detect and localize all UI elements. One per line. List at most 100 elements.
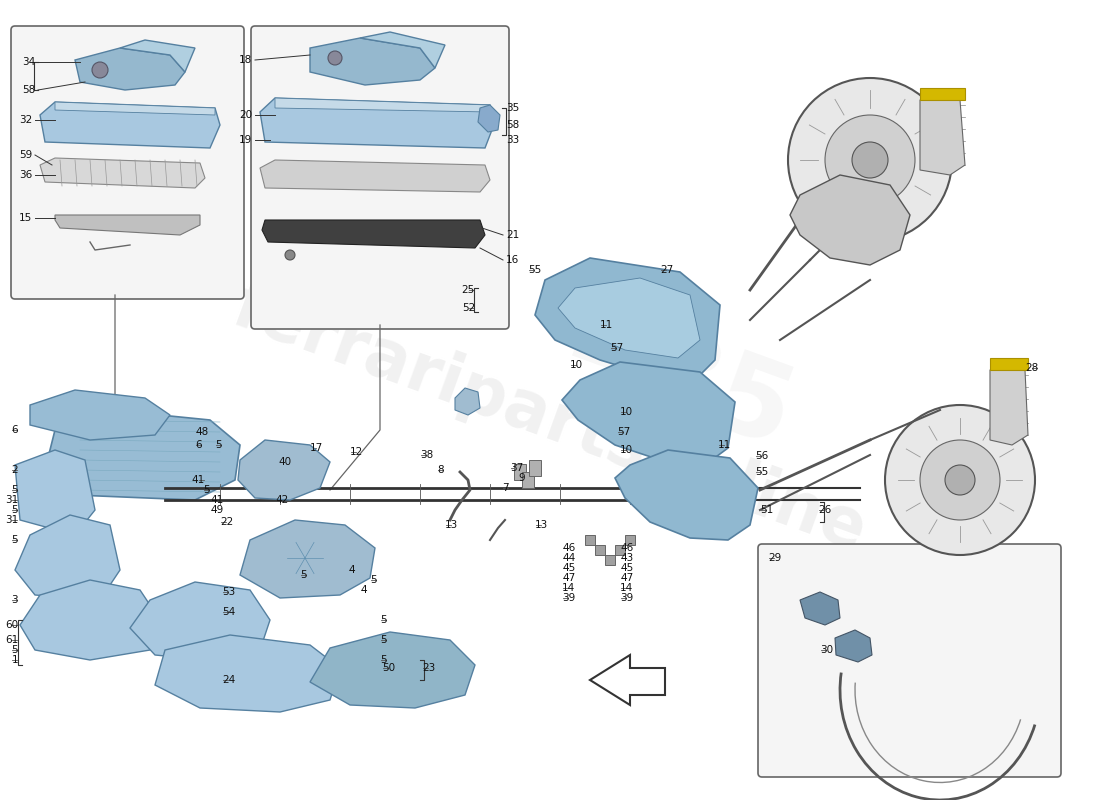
Text: 5: 5 — [204, 485, 210, 495]
Text: 24: 24 — [222, 675, 235, 685]
Polygon shape — [529, 460, 541, 476]
Text: 2: 2 — [11, 465, 18, 475]
Text: 19: 19 — [239, 135, 252, 145]
Text: 47: 47 — [620, 573, 634, 583]
Text: 45: 45 — [620, 563, 634, 573]
Polygon shape — [45, 408, 240, 500]
Text: 5: 5 — [11, 485, 18, 495]
Text: 3: 3 — [11, 595, 18, 605]
Text: 27: 27 — [660, 265, 673, 275]
Text: 10: 10 — [620, 407, 634, 417]
Text: 11: 11 — [718, 440, 732, 450]
Text: 30: 30 — [820, 645, 833, 655]
Text: 58: 58 — [506, 120, 519, 130]
Polygon shape — [522, 472, 534, 488]
Text: 54: 54 — [222, 607, 235, 617]
Text: 57: 57 — [610, 343, 624, 353]
Circle shape — [920, 440, 1000, 520]
Text: 5: 5 — [379, 635, 386, 645]
Text: 5: 5 — [300, 570, 307, 580]
Polygon shape — [605, 555, 615, 565]
Text: 13: 13 — [535, 520, 548, 530]
Text: 18: 18 — [239, 55, 252, 65]
Text: 41: 41 — [210, 495, 223, 505]
Text: 48: 48 — [195, 427, 208, 437]
Text: 58: 58 — [22, 85, 35, 95]
Polygon shape — [595, 545, 605, 555]
Polygon shape — [15, 450, 95, 535]
Text: 15: 15 — [19, 213, 32, 223]
Polygon shape — [20, 580, 160, 660]
Text: 41: 41 — [191, 475, 205, 485]
Polygon shape — [130, 582, 270, 660]
Text: 35: 35 — [506, 103, 519, 113]
Polygon shape — [920, 90, 965, 175]
Text: 7: 7 — [502, 483, 508, 493]
Text: 37: 37 — [510, 463, 524, 473]
Text: 1: 1 — [11, 655, 18, 665]
Text: 17: 17 — [310, 443, 323, 453]
Circle shape — [825, 115, 915, 205]
Circle shape — [285, 250, 295, 260]
Circle shape — [788, 78, 952, 242]
Text: 5: 5 — [11, 645, 18, 655]
Text: 60: 60 — [4, 620, 18, 630]
Polygon shape — [310, 632, 475, 708]
Text: 4: 4 — [360, 585, 366, 595]
Text: 31: 31 — [4, 515, 18, 525]
Text: 5: 5 — [11, 535, 18, 545]
Text: 8: 8 — [437, 465, 443, 475]
Text: 47: 47 — [562, 573, 575, 583]
Text: 10: 10 — [620, 445, 634, 455]
Polygon shape — [478, 105, 500, 132]
Text: 5: 5 — [379, 615, 386, 625]
Polygon shape — [240, 520, 375, 598]
Text: 5: 5 — [11, 505, 18, 515]
Polygon shape — [55, 102, 215, 115]
FancyBboxPatch shape — [758, 544, 1062, 777]
Text: 11: 11 — [600, 320, 614, 330]
Text: 9: 9 — [518, 473, 525, 483]
Polygon shape — [990, 358, 1028, 370]
Polygon shape — [920, 88, 965, 100]
Text: 5: 5 — [370, 575, 376, 585]
Text: 57: 57 — [617, 427, 630, 437]
Polygon shape — [590, 655, 666, 705]
Text: 26: 26 — [818, 505, 832, 515]
Polygon shape — [15, 515, 120, 600]
Polygon shape — [514, 464, 526, 480]
Text: 61: 61 — [4, 635, 18, 645]
Polygon shape — [615, 545, 625, 555]
Text: 5: 5 — [379, 655, 386, 665]
Text: 485: 485 — [553, 290, 807, 470]
Text: 39: 39 — [620, 593, 634, 603]
Circle shape — [886, 405, 1035, 555]
Text: 40: 40 — [278, 457, 292, 467]
Text: 52: 52 — [462, 303, 475, 313]
Polygon shape — [585, 535, 595, 545]
Text: 16: 16 — [506, 255, 519, 265]
Polygon shape — [625, 535, 635, 545]
Text: 50: 50 — [382, 663, 395, 673]
Text: 55: 55 — [755, 467, 768, 477]
Circle shape — [852, 142, 888, 178]
Text: 14: 14 — [620, 583, 634, 593]
Polygon shape — [310, 38, 435, 85]
Circle shape — [92, 62, 108, 78]
Text: 39: 39 — [562, 593, 575, 603]
Text: 13: 13 — [446, 520, 459, 530]
Text: 5: 5 — [214, 440, 221, 450]
Polygon shape — [262, 220, 485, 248]
Text: 43: 43 — [620, 553, 634, 563]
Text: 4: 4 — [348, 565, 354, 575]
Polygon shape — [30, 390, 170, 440]
Polygon shape — [558, 278, 700, 358]
Circle shape — [328, 51, 342, 65]
Text: 55: 55 — [528, 265, 541, 275]
Polygon shape — [75, 48, 185, 90]
Text: 53: 53 — [222, 587, 235, 597]
Text: 56: 56 — [755, 451, 768, 461]
Polygon shape — [455, 388, 480, 415]
Polygon shape — [55, 215, 200, 235]
Text: 59: 59 — [19, 150, 32, 160]
